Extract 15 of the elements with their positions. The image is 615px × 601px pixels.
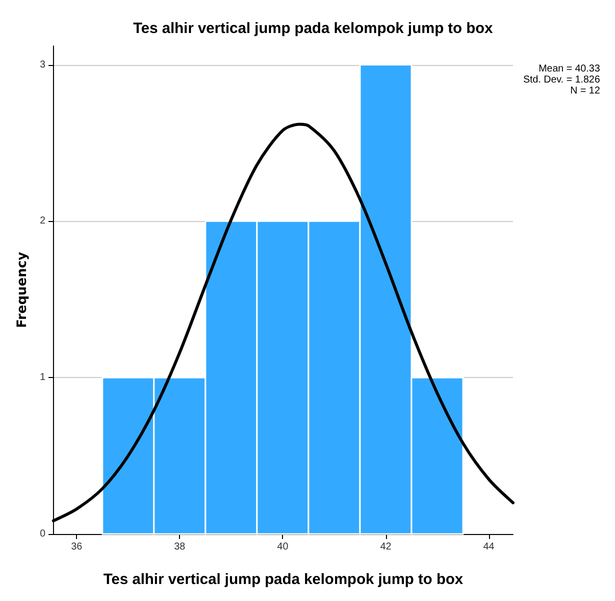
text: N = 12 (570, 86, 600, 96)
chart-title: Tes alhir vertical jump pada kelompok jump to box (133, 20, 494, 37)
x-tick-label: 36 (71, 542, 83, 552)
text: Mean = 40.33 (538, 64, 600, 74)
y-tick-label: 1 (40, 372, 46, 384)
x-tick-label: 42 (380, 542, 392, 552)
x-axis-title: Tes alhir vertical jump pada kelompok jump to box (103, 571, 464, 588)
y-tick-label: 0 (40, 528, 46, 540)
x-tick-label: 40 (277, 542, 289, 552)
text: Std. Dev. = 1.826 (523, 74, 600, 86)
x-tick-label: 44 (483, 542, 495, 552)
y-tick-label: 2 (40, 216, 46, 227)
y-axis-title: Frequency (15, 251, 30, 328)
y-tick-label: 3 (40, 59, 46, 70)
x-tick-label: 38 (174, 542, 186, 552)
